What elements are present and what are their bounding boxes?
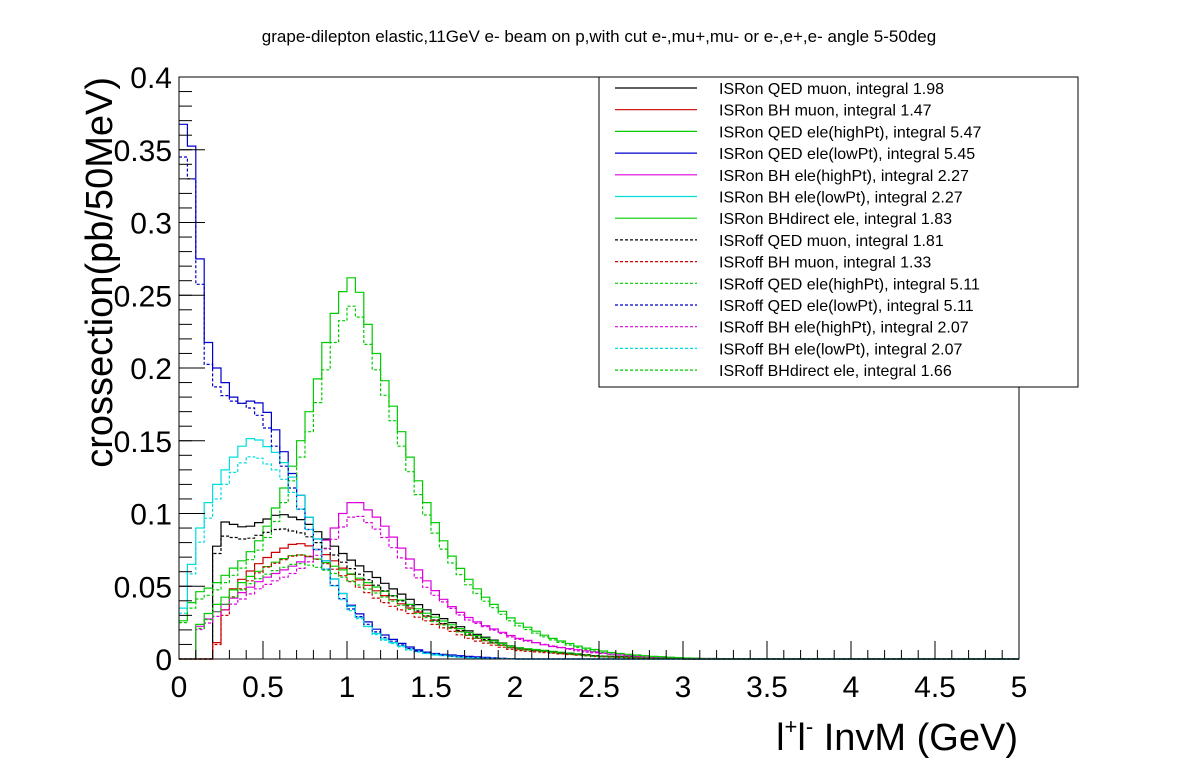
legend-entry: ISRoff QED ele(lowPt), integral 5.11 (719, 298, 974, 315)
legend-entry: ISRon BHdirect ele, integral 1.83 (719, 211, 952, 228)
y-tick-label: 0.4 (130, 62, 172, 95)
legend-entry: ISRoff QED ele(highPt), integral 5.11 (719, 276, 980, 293)
legend-entry: ISRon QED muon, integral 1.98 (719, 81, 944, 98)
y-axis: 0 0.05 0.1 0.15 0.2 0.25 0.3 0.35 0.4 (114, 62, 205, 677)
series-line-12 (179, 515, 1019, 660)
x-tick-label: 0 (171, 671, 188, 704)
x-tick-label: 0.5 (242, 671, 284, 704)
y-tick-label: 0.15 (114, 426, 172, 459)
x-tick-label: 3 (675, 671, 692, 704)
x-tick-label: 1 (339, 671, 356, 704)
x-tick-label: 2.5 (578, 671, 620, 704)
x-tick-label: 3.5 (746, 671, 788, 704)
series-line-8 (179, 528, 1019, 660)
y-tick-label: 0.1 (130, 499, 172, 532)
legend-entry: ISRoff QED muon, integral 1.81 (719, 233, 944, 250)
y-tick-label: 0 (155, 644, 172, 677)
legend-entry: ISRoff BH ele(highPt), integral 2.07 (719, 320, 969, 337)
legend-entry: ISRoff BHdirect ele, integral 1.66 (719, 363, 952, 380)
x-axis-label: l+l- InvM (GeV) (776, 714, 1018, 759)
y-tick-label: 0.05 (114, 571, 172, 604)
x-tick-label: 2 (507, 671, 524, 704)
series-line-10 (179, 305, 1019, 660)
chart-title: grape-dilepton elastic,11GeV e- beam on … (262, 27, 936, 46)
legend-entry: ISRon BH ele(highPt), integral 2.27 (719, 168, 969, 185)
y-tick-label: 0.25 (114, 280, 172, 313)
x-tick-label: 4.5 (914, 671, 956, 704)
legend-box (598, 76, 1079, 388)
y-tick-label: 0.2 (130, 353, 172, 386)
legend-entry: ISRoff BH muon, integral 1.33 (719, 255, 931, 272)
y-axis-label: crossection(pb/50MeV) (79, 77, 121, 468)
legend-entry: ISRon BH muon, integral 1.47 (719, 103, 932, 120)
series-line-6 (179, 438, 1019, 660)
series-line-1 (179, 514, 1019, 660)
x-tick-label: 5 (1011, 671, 1028, 704)
legend-entry: ISRoff BH ele(lowPt), integral 2.07 (719, 341, 962, 358)
x-tick-label: 4 (843, 671, 860, 704)
y-tick-label: 0.35 (114, 135, 172, 168)
y-tick-label: 0.3 (130, 208, 172, 241)
x-axis: 0 0.5 1 1.5 2 2.5 3 3.5 4 4.5 5 (171, 641, 1028, 704)
legend-entry: ISRon BH ele(lowPt), integral 2.27 (719, 190, 963, 207)
series-line-9 (179, 554, 1019, 660)
legend-entry: ISRon QED ele(highPt), integral 5.47 (719, 124, 981, 141)
legend: ISRon QED muon, integral 1.98 ISRon BH mu… (598, 76, 1079, 388)
legend-entry: ISRon QED ele(lowPt), integral 5.45 (719, 146, 975, 163)
x-tick-label: 1.5 (410, 671, 452, 704)
